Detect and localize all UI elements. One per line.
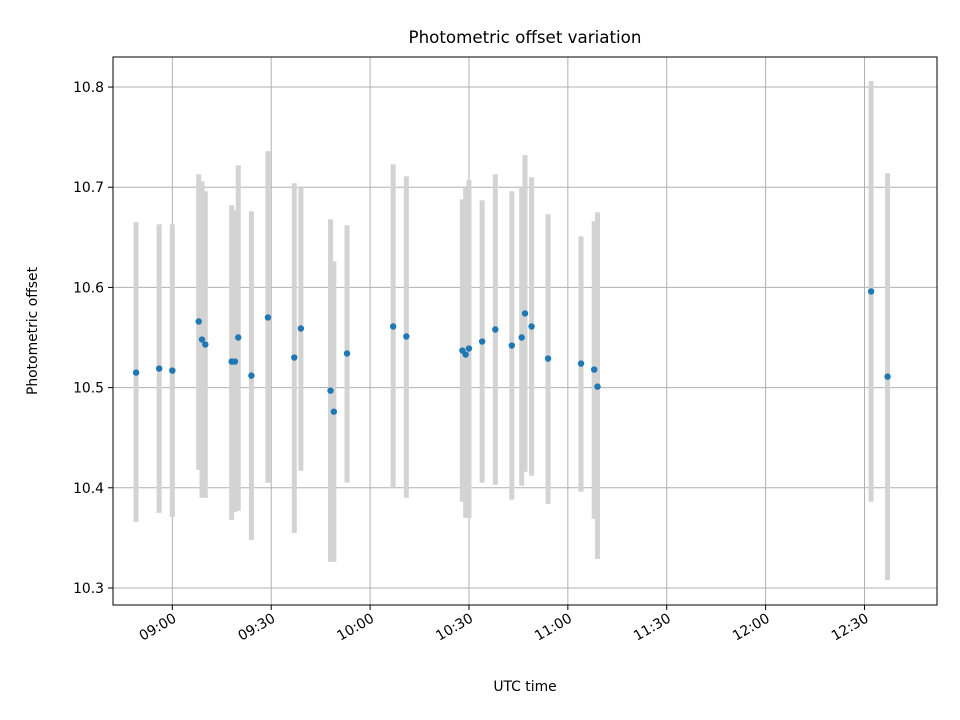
y-tick-label: 10.5 [73,381,104,397]
data-point [248,372,255,379]
data-points [132,288,891,415]
data-point [884,373,891,380]
data-point [195,318,202,325]
data-point [235,334,242,341]
data-point [231,358,239,365]
data-point [327,387,334,394]
y-axis-ticks: 10.3 10.4 10.5 10.6 10.7 10.8 [73,80,113,597]
data-point [521,310,529,317]
y-tick-label: 10.7 [73,180,104,196]
data-point [544,355,552,362]
data-point [508,342,516,349]
y-tick-label: 10.4 [73,481,104,497]
data-point [132,369,140,376]
data-point [330,408,338,415]
y-tick-label: 10.3 [73,581,104,597]
data-point [155,365,163,372]
data-point [264,314,272,321]
data-point [202,341,209,348]
data-point [492,326,499,333]
y-tick-label: 10.6 [73,280,104,296]
data-point [528,323,535,330]
plot-frame [112,56,938,606]
data-point [478,338,486,345]
data-point [462,351,469,358]
data-point [343,350,351,357]
data-point [297,325,305,332]
data-point [594,383,601,390]
data-point [169,367,176,374]
data-point [291,354,298,361]
data-point [465,345,473,352]
y-tick-label: 10.8 [73,80,104,96]
chart-title: Photometric offset variation [409,27,642,47]
y-axis-label: Photometric offset [25,266,41,395]
data-point [403,333,410,340]
data-point [867,288,875,295]
data-point [591,366,598,373]
x-axis-label: UTC time [493,679,556,695]
data-point [518,334,525,341]
data-point [198,336,206,343]
data-point [389,323,397,330]
data-point [577,360,585,367]
